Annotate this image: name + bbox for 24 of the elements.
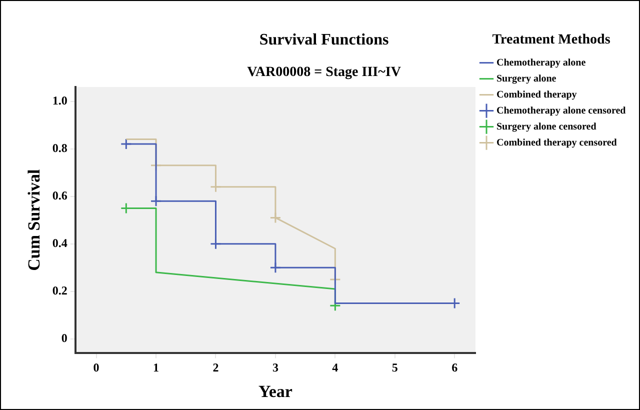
y-tick-label: 0 [61,331,68,346]
x-tick-label: 0 [93,360,100,374]
chart-title: Survival Functions [259,32,389,49]
y-tick-label: 0.4 [52,236,68,250]
y-tick-label: 1.0 [52,93,68,108]
legend-label: Chemotherapy alone censored [496,105,626,116]
legend-title: Treatment Methods [492,32,611,48]
x-tick-label: 4 [332,360,338,374]
legend-label: Surgery alone censored [496,121,597,132]
legend-label: Combined therapy censored [496,137,618,148]
y-tick-label: 0.8 [52,140,68,155]
y-tick-label: 0.6 [52,188,68,202]
legend-label: Combined therapy [496,89,577,100]
legend-label: Chemotherapy alone [496,57,586,68]
legend-label: Surgery alone [496,73,557,84]
x-axis-title: Year [258,382,293,402]
x-tick-label: 2 [212,360,219,374]
x-tick-label: 6 [452,360,458,374]
x-tick-label: 5 [392,360,398,374]
x-tick-label: 3 [272,360,278,374]
y-axis-title: Cum Survival [24,169,44,271]
y-tick-label: 0.2 [52,283,68,298]
chart-subtitle: VAR00008 = Stage III~IV [247,65,401,80]
x-tick-label: 1 [153,360,160,374]
